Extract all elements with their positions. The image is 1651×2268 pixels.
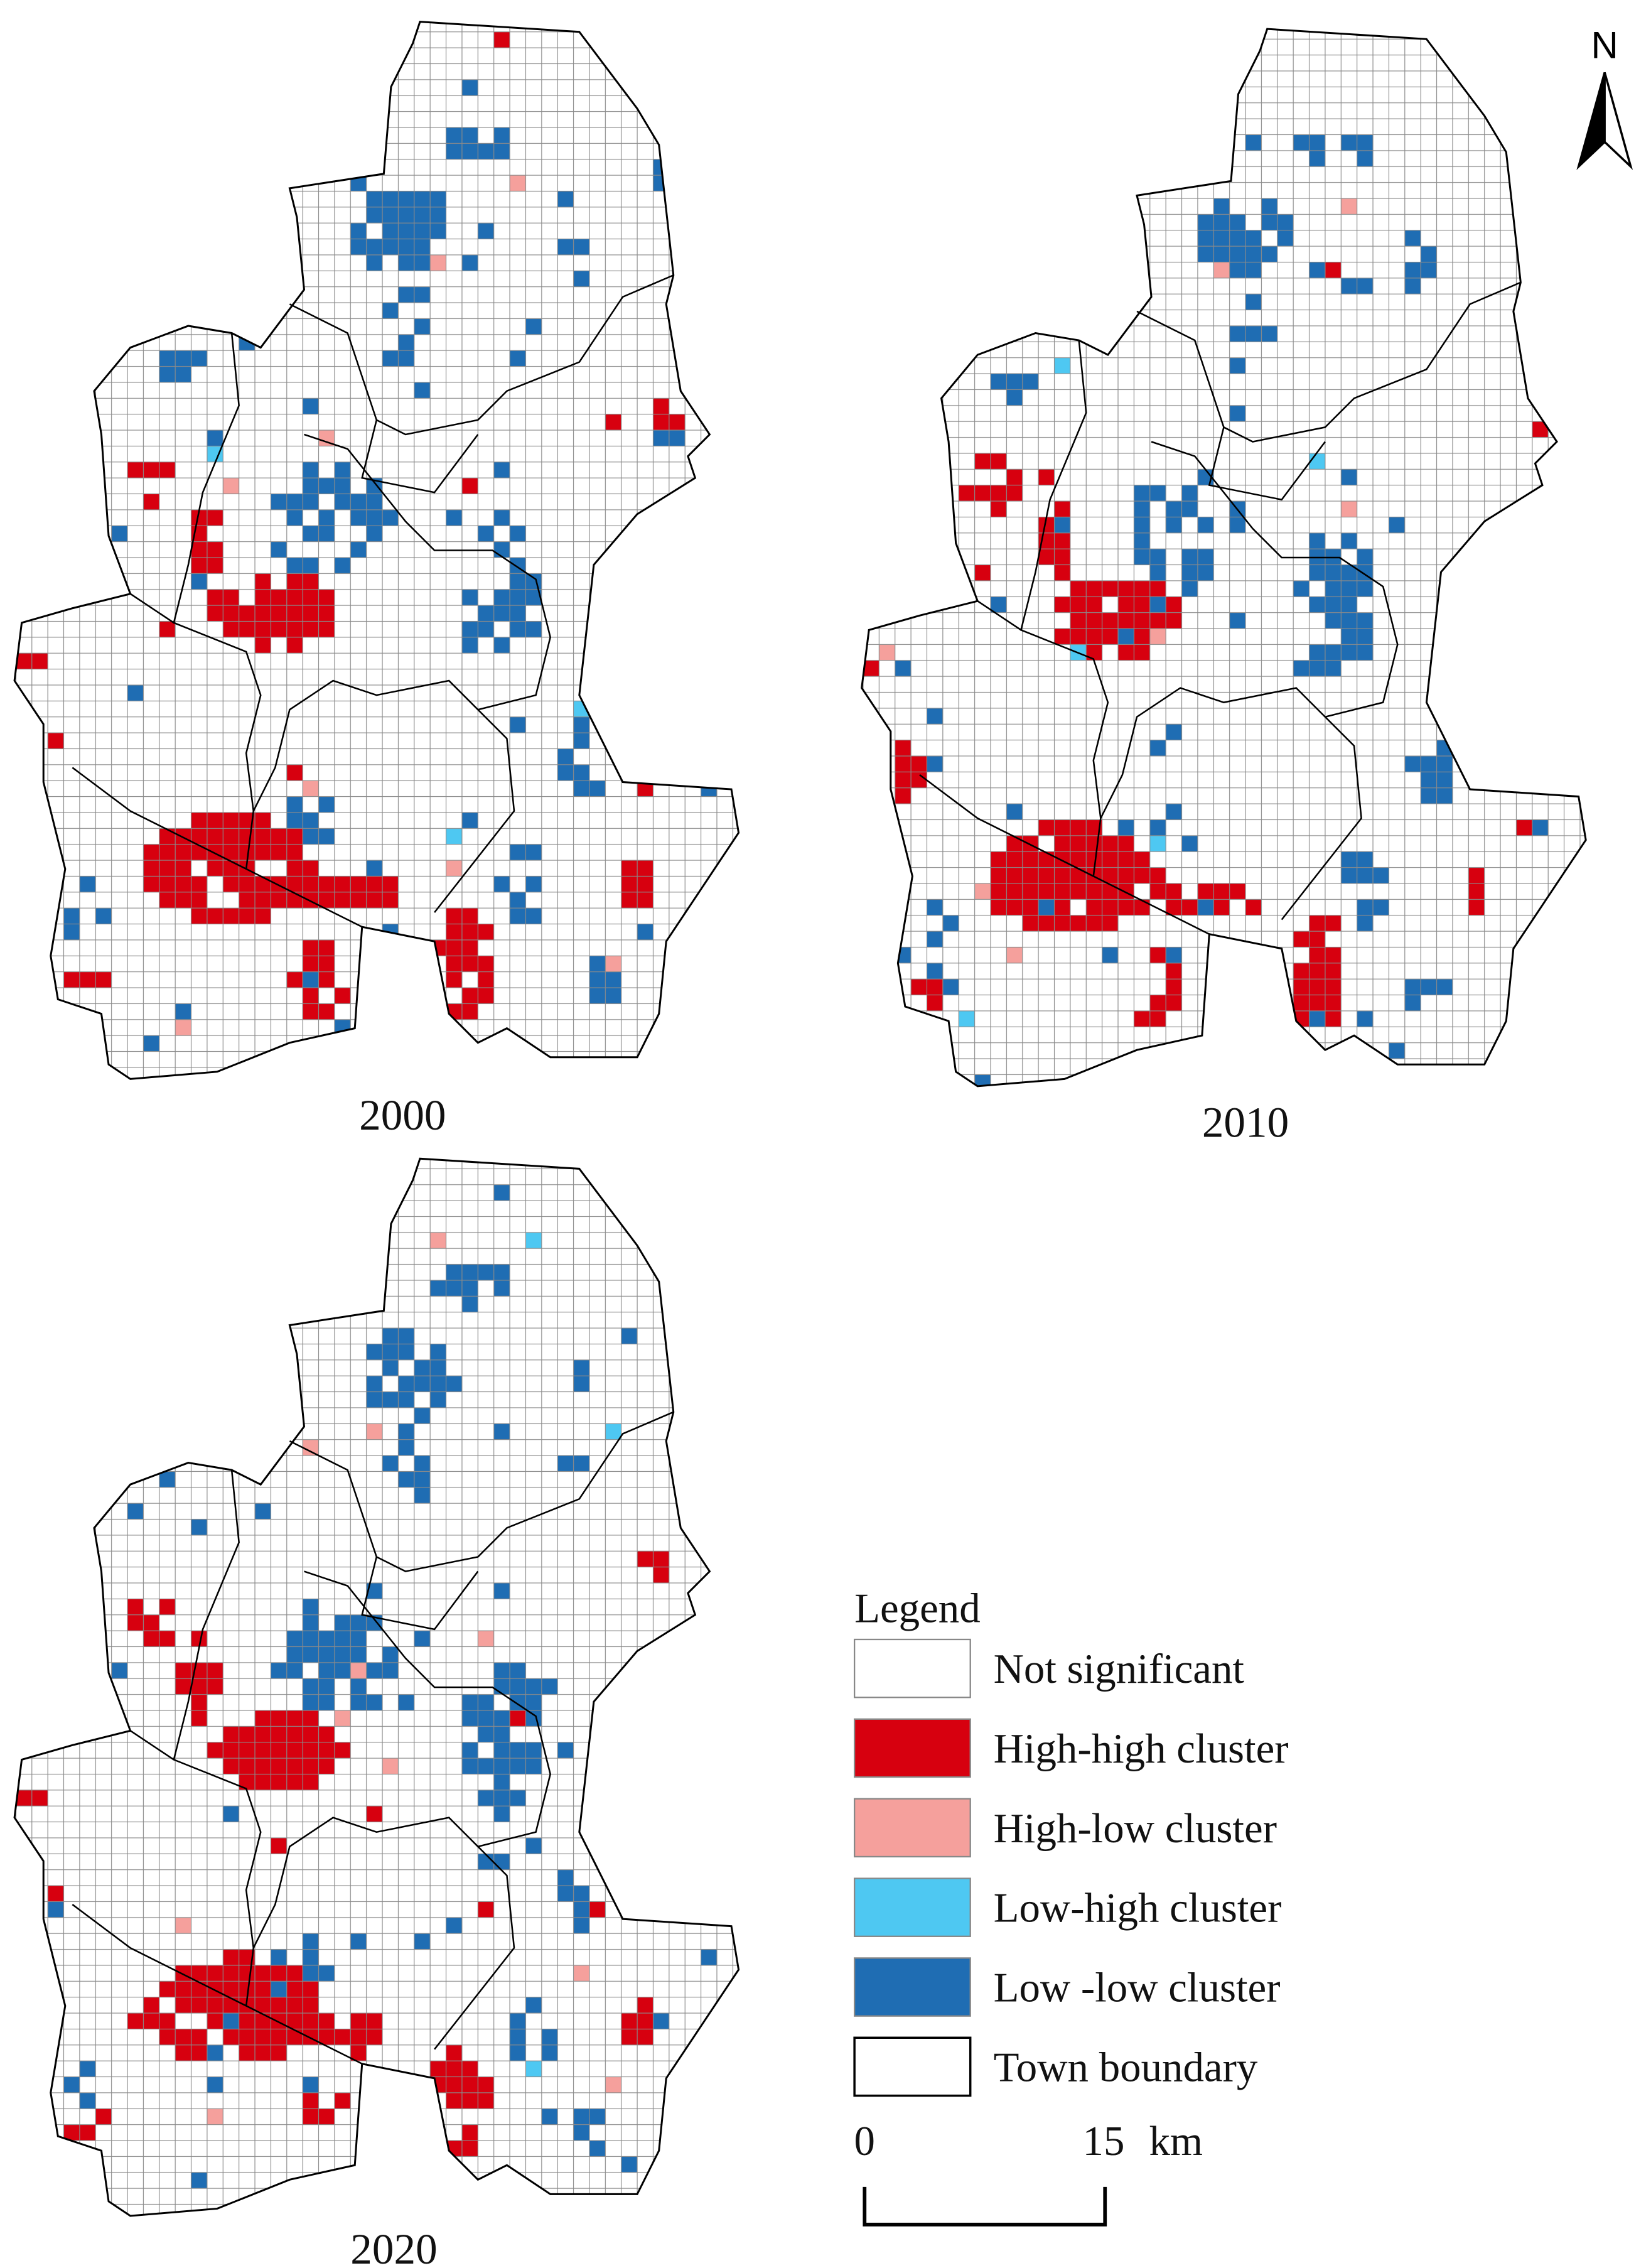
town-boundary <box>1100 441 1399 819</box>
town-boundary <box>1208 427 1326 501</box>
town-boundary <box>252 1570 551 1948</box>
town-boundary <box>919 774 1210 935</box>
panel-label: 2020 <box>350 2225 437 2268</box>
legend-swatch <box>853 1877 971 1937</box>
map-panel <box>861 28 1587 1088</box>
maps <box>13 21 1587 2217</box>
legend-swatch <box>853 1638 971 1698</box>
town-boundary <box>434 1845 515 2050</box>
panel-label: 2000 <box>359 1091 446 1139</box>
legend-label: High-low cluster <box>994 1805 1277 1852</box>
legend-swatch <box>853 1718 971 1778</box>
map-panel <box>13 1157 740 2217</box>
town-boundary <box>1136 281 1521 443</box>
town-boundary <box>173 1469 262 2006</box>
grid <box>861 28 1587 1087</box>
town-boundary <box>252 433 551 812</box>
town-boundary <box>977 600 1022 631</box>
legend-swatch <box>853 2036 972 2097</box>
town-boundary <box>1019 340 1109 877</box>
grid <box>14 1158 739 2217</box>
town-boundary <box>361 419 479 494</box>
scale-bar: 0 15 km <box>854 2118 1203 2227</box>
town-boundary <box>434 709 515 913</box>
town-boundary <box>289 274 674 436</box>
town-boundary <box>173 333 262 870</box>
north-arrow: N <box>1576 24 1633 170</box>
legend: Legend Not significant High-high cluster H… <box>853 1585 1289 2097</box>
legend-swatch <box>853 1798 971 1858</box>
outline <box>13 1157 740 2217</box>
town-boundary <box>129 1730 175 1761</box>
north-label: N <box>1591 24 1618 66</box>
scale-end: 15 <box>1083 2118 1125 2164</box>
scale-unit: km <box>1149 2118 1203 2164</box>
legend-label: Low-high cluster <box>994 1885 1282 1931</box>
legend-label: Not significant <box>994 1646 1245 1692</box>
outline <box>861 28 1587 1088</box>
map-panel <box>13 21 740 1080</box>
town-boundary <box>72 1904 363 2065</box>
town-boundary <box>289 1411 674 1572</box>
panel-label: 2010 <box>1202 1098 1289 1147</box>
grid <box>14 21 739 1080</box>
legend-swatch <box>853 1957 971 2017</box>
scale-start: 0 <box>854 2118 875 2164</box>
town-boundary <box>361 1557 479 1631</box>
legend-label: High-high cluster <box>994 1725 1289 1772</box>
legend-label: Town boundary <box>994 2044 1258 2090</box>
town-boundary <box>72 767 363 928</box>
town-boundary <box>129 593 175 624</box>
legend-label: Low -low cluster <box>994 1965 1281 2011</box>
legend-title: Legend <box>854 1585 981 1631</box>
outline <box>13 21 740 1080</box>
town-boundary <box>1281 716 1362 921</box>
